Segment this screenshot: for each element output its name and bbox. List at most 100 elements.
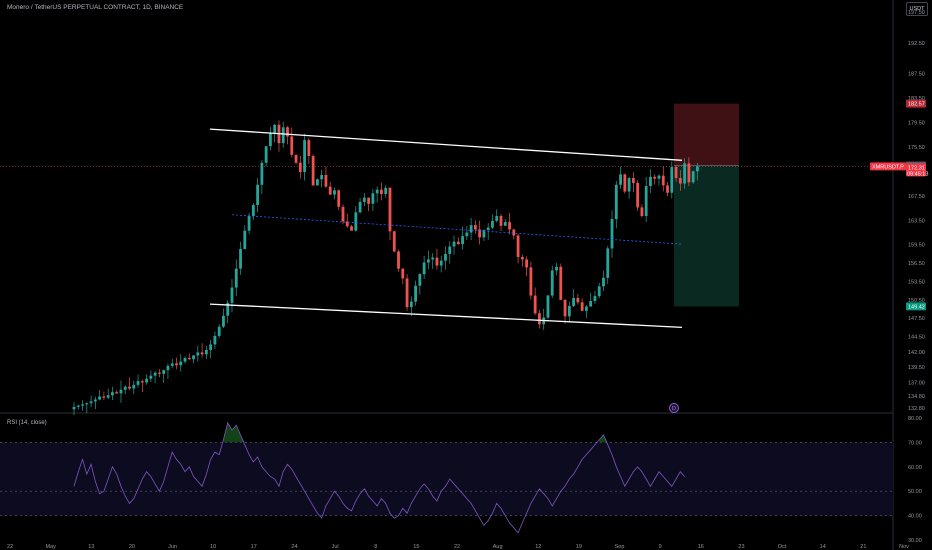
candle [281,121,285,148]
currency-selector[interactable]: USDT [906,2,928,16]
candle [456,237,460,245]
price-tick-label: 192.50 [908,41,925,47]
candle [580,298,584,312]
candle [589,292,593,307]
candle [640,204,644,218]
price-tick-label: 175.50 [908,145,925,151]
candle [170,358,174,369]
time-tick-label: Jul [332,544,339,550]
candle [585,305,588,318]
candle [384,185,388,198]
candle [102,391,106,401]
candle [187,353,191,361]
time-tick-label: 19 [576,544,582,550]
candle [444,246,447,270]
candle [354,206,358,232]
price-tick-label: 132.80 [908,406,925,412]
time-tick-label: Aug [493,544,503,550]
candle [525,256,529,277]
candle [465,226,469,241]
candle [597,282,601,299]
candle [614,181,618,229]
candle [427,250,430,270]
time-axis: 22 May 13 20 Jun 10 17 24 Jul 8 15 22 Aug 12 19 Sep 9 16 2… [7,544,909,550]
channel-lower-line [209,303,683,328]
stop-zone [674,103,739,166]
candle [516,233,520,264]
candle [93,396,97,410]
candle [593,290,597,304]
candle [226,300,230,324]
candle [72,402,76,415]
rsi-overbought-fill [223,422,608,443]
candle [277,120,281,152]
candle [653,174,657,185]
candle [222,308,225,329]
event-marker[interactable]: D [669,403,679,413]
price-tick-label: 150.50 [908,298,925,304]
candle [495,209,499,223]
time-tick-label: 16 [698,544,704,550]
countdown-label: 09:45:13 [907,171,928,177]
candle [145,374,148,385]
price-tick-label: 179.50 [908,120,925,126]
price-tick-label: 153.50 [908,279,925,285]
time-tick-label: 14 [820,544,826,550]
candle [260,160,264,195]
candle [661,166,665,192]
time-tick-label: 21 [860,544,866,550]
candle [452,235,456,255]
price-tick-label: 159.50 [908,243,925,249]
candle [333,187,336,200]
candle [559,263,563,301]
candle [286,126,289,145]
price-tick-label: 156.50 [908,261,925,267]
candle [414,280,417,306]
candle [328,181,332,196]
candle [324,166,328,189]
candle [448,241,452,264]
candle [538,309,541,329]
time-tick-label: Jun [168,544,177,550]
candle [469,217,473,241]
price-tick-label: 134.80 [908,394,925,400]
rsi-tick-label: 60.00 [908,465,922,471]
candle [499,214,503,231]
candle [418,272,422,295]
candle [106,388,110,400]
candle [610,210,614,258]
candle [320,169,324,188]
time-tick-label: 23 [738,544,744,550]
candle [674,165,678,182]
price-tick-label: 137.00 [908,380,925,386]
candle [230,279,234,313]
price-tick-label: 183.50 [908,96,925,102]
candle [550,265,554,298]
candle [683,158,687,189]
candle [657,174,661,186]
candle [380,182,383,201]
candle [405,274,409,311]
candle [375,186,379,203]
candle [401,268,405,285]
candle [623,173,627,194]
candle [294,154,298,165]
candle [691,170,695,184]
candle [162,369,166,383]
candle [555,262,558,276]
candle [542,308,546,330]
candle [388,187,392,240]
candle [345,213,349,228]
candle [397,249,400,272]
candle [136,374,140,388]
candle [311,154,315,186]
candle [508,212,511,235]
price-tick-label: 139.50 [908,365,925,371]
candle [687,157,691,187]
candle [337,189,341,211]
candle [303,133,306,181]
price-tick-label: 187.50 [908,71,925,77]
price-tick-label: 144.50 [908,335,925,341]
candle [606,246,610,284]
